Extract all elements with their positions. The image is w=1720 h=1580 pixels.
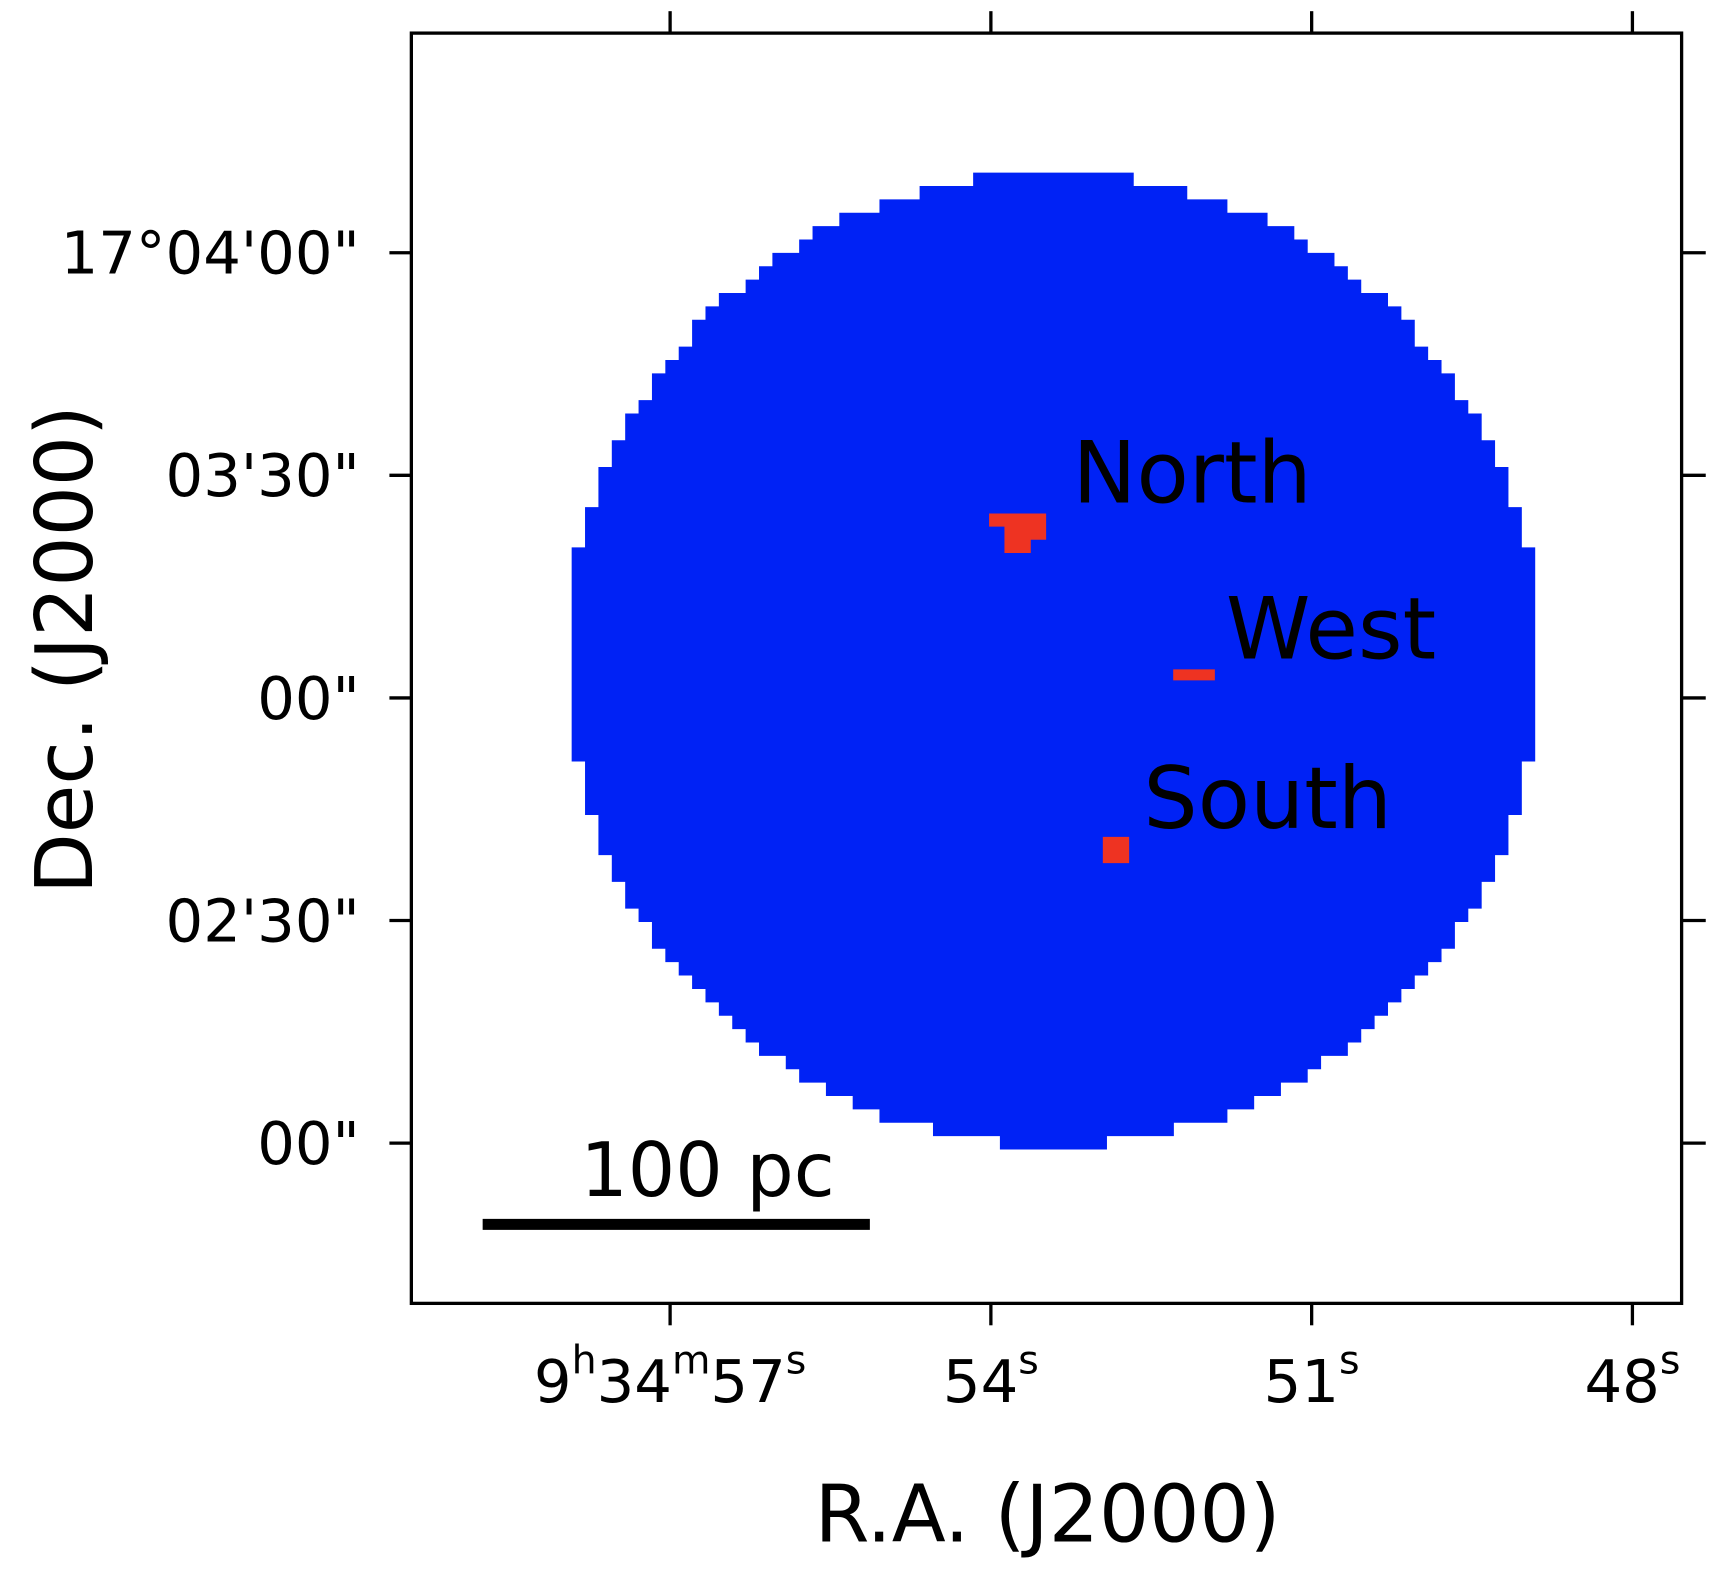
x-tick-label: 51s <box>1264 1338 1360 1417</box>
region-label: North <box>1072 424 1311 523</box>
y-tick-label: 00" <box>257 1109 360 1178</box>
region-marker <box>1102 836 1130 864</box>
plot-frame <box>409 31 1684 1306</box>
y-tick-label: 00" <box>257 664 360 733</box>
y-axis-label: Dec. (J2000) <box>19 405 111 894</box>
y-tick-label: 02'30" <box>166 886 360 955</box>
region-label: West <box>1226 580 1436 679</box>
region-marker <box>989 513 1047 553</box>
y-tick-label: 17°04'00" <box>61 219 360 288</box>
x-tick-label: 54s <box>943 1338 1039 1417</box>
region-label: South <box>1143 750 1392 849</box>
x-tick-label: 9h34m57s <box>534 1338 806 1417</box>
scale-bar-label: 100 pc <box>580 1127 834 1214</box>
region-marker <box>1173 669 1215 681</box>
x-axis-label: R.A. (J2000) <box>815 1468 1281 1560</box>
x-tick-label: 48s <box>1584 1338 1680 1417</box>
y-tick-label: 03'30" <box>166 441 360 510</box>
field-region <box>571 172 1536 1150</box>
